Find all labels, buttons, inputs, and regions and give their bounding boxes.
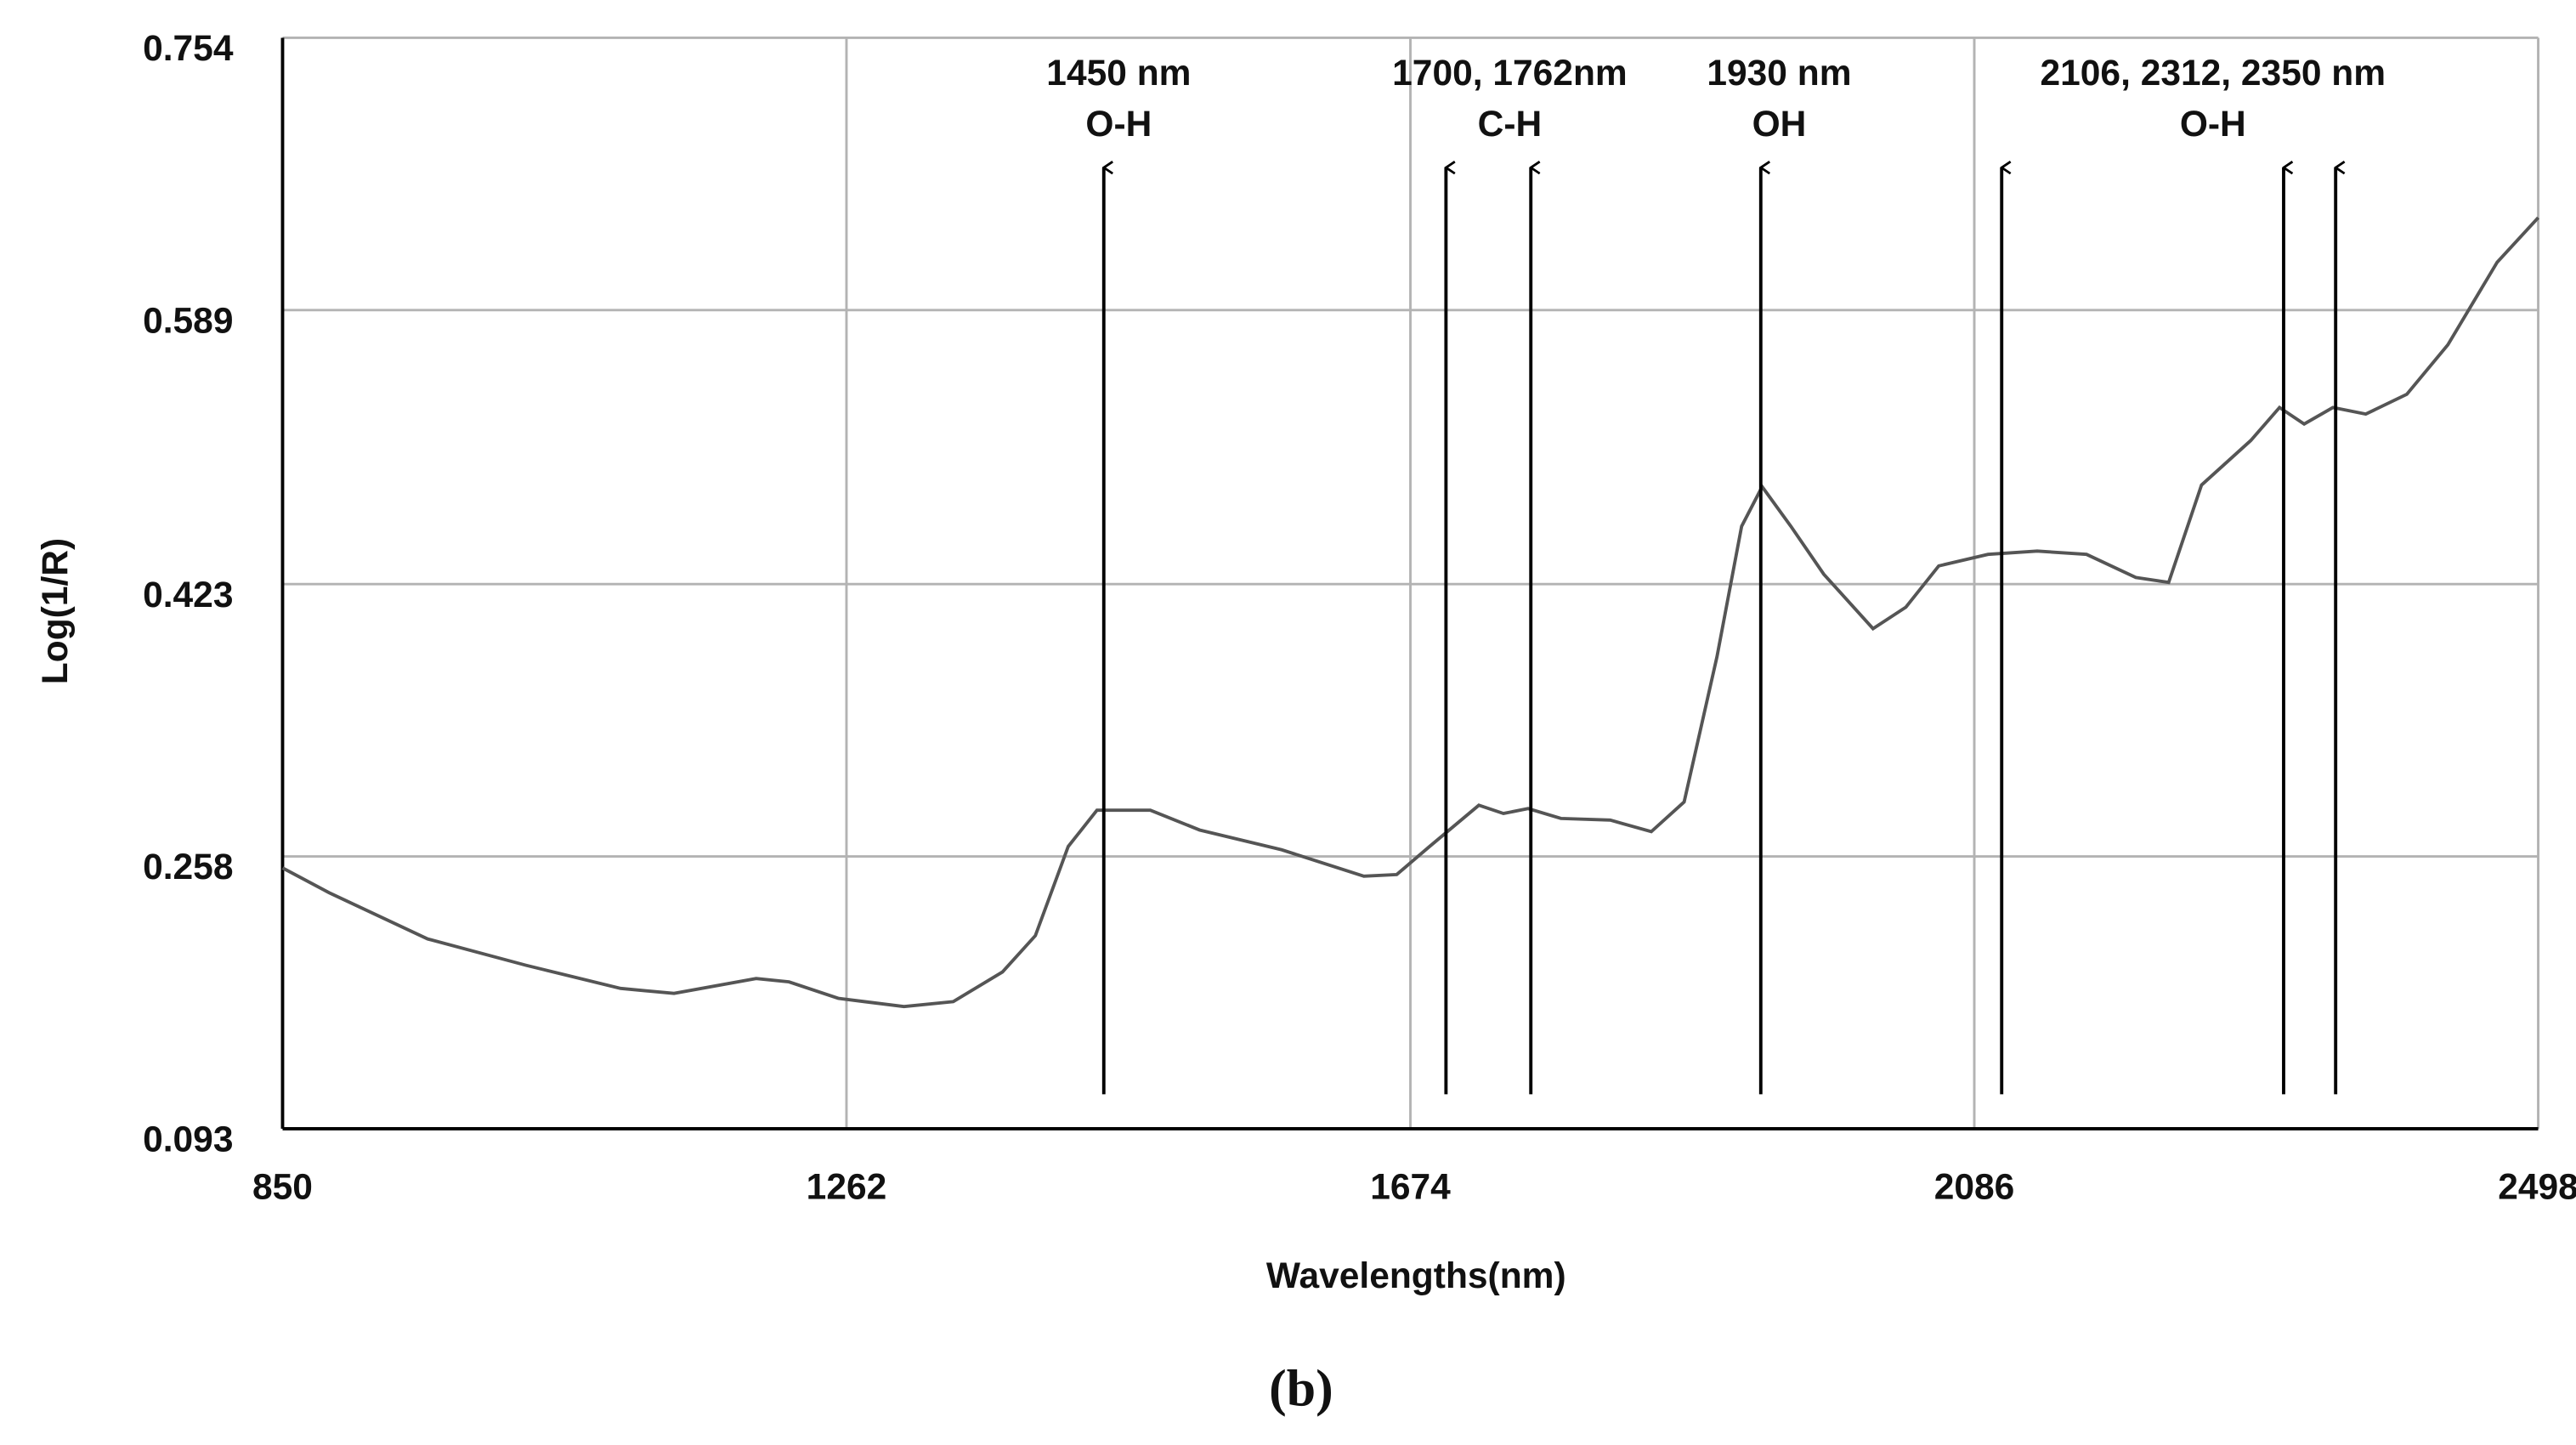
x-tick-label: 850	[252, 1168, 313, 1208]
x-tick-label: 2498	[2498, 1168, 2576, 1208]
annotation-label: 1930 nm	[1707, 54, 1851, 94]
annotation-label: OH	[1752, 105, 1807, 144]
y-tick-label: 0.258	[143, 847, 233, 887]
y-tick-label: 0.589	[143, 302, 233, 342]
annotation-label: O-H	[1085, 105, 1152, 144]
x-tick-label: 1674	[1370, 1168, 1451, 1208]
x-tick-label: 1262	[807, 1168, 887, 1208]
annotation-label: O-H	[2180, 105, 2246, 144]
annotation-label: 2106, 2312, 2350 nm	[2041, 54, 2386, 94]
x-axis-title: Wavelengths(nm)	[1266, 1256, 1566, 1296]
annotation-label: 1450 nm	[1046, 54, 1191, 94]
x-tick-label: 2086	[1934, 1168, 2015, 1208]
y-axis-title: Log(1/R)	[36, 538, 76, 684]
caption: (b)	[1269, 1359, 1333, 1417]
annotation-label: 1700, 1762nm	[1392, 54, 1628, 94]
y-tick-label: 0.754	[143, 29, 234, 69]
spectrum-line	[281, 216, 2539, 1009]
y-tick-label: 0.093	[143, 1120, 233, 1160]
annotation-label: C-H	[1478, 105, 1543, 144]
y-tick-label: 0.423	[143, 575, 233, 615]
